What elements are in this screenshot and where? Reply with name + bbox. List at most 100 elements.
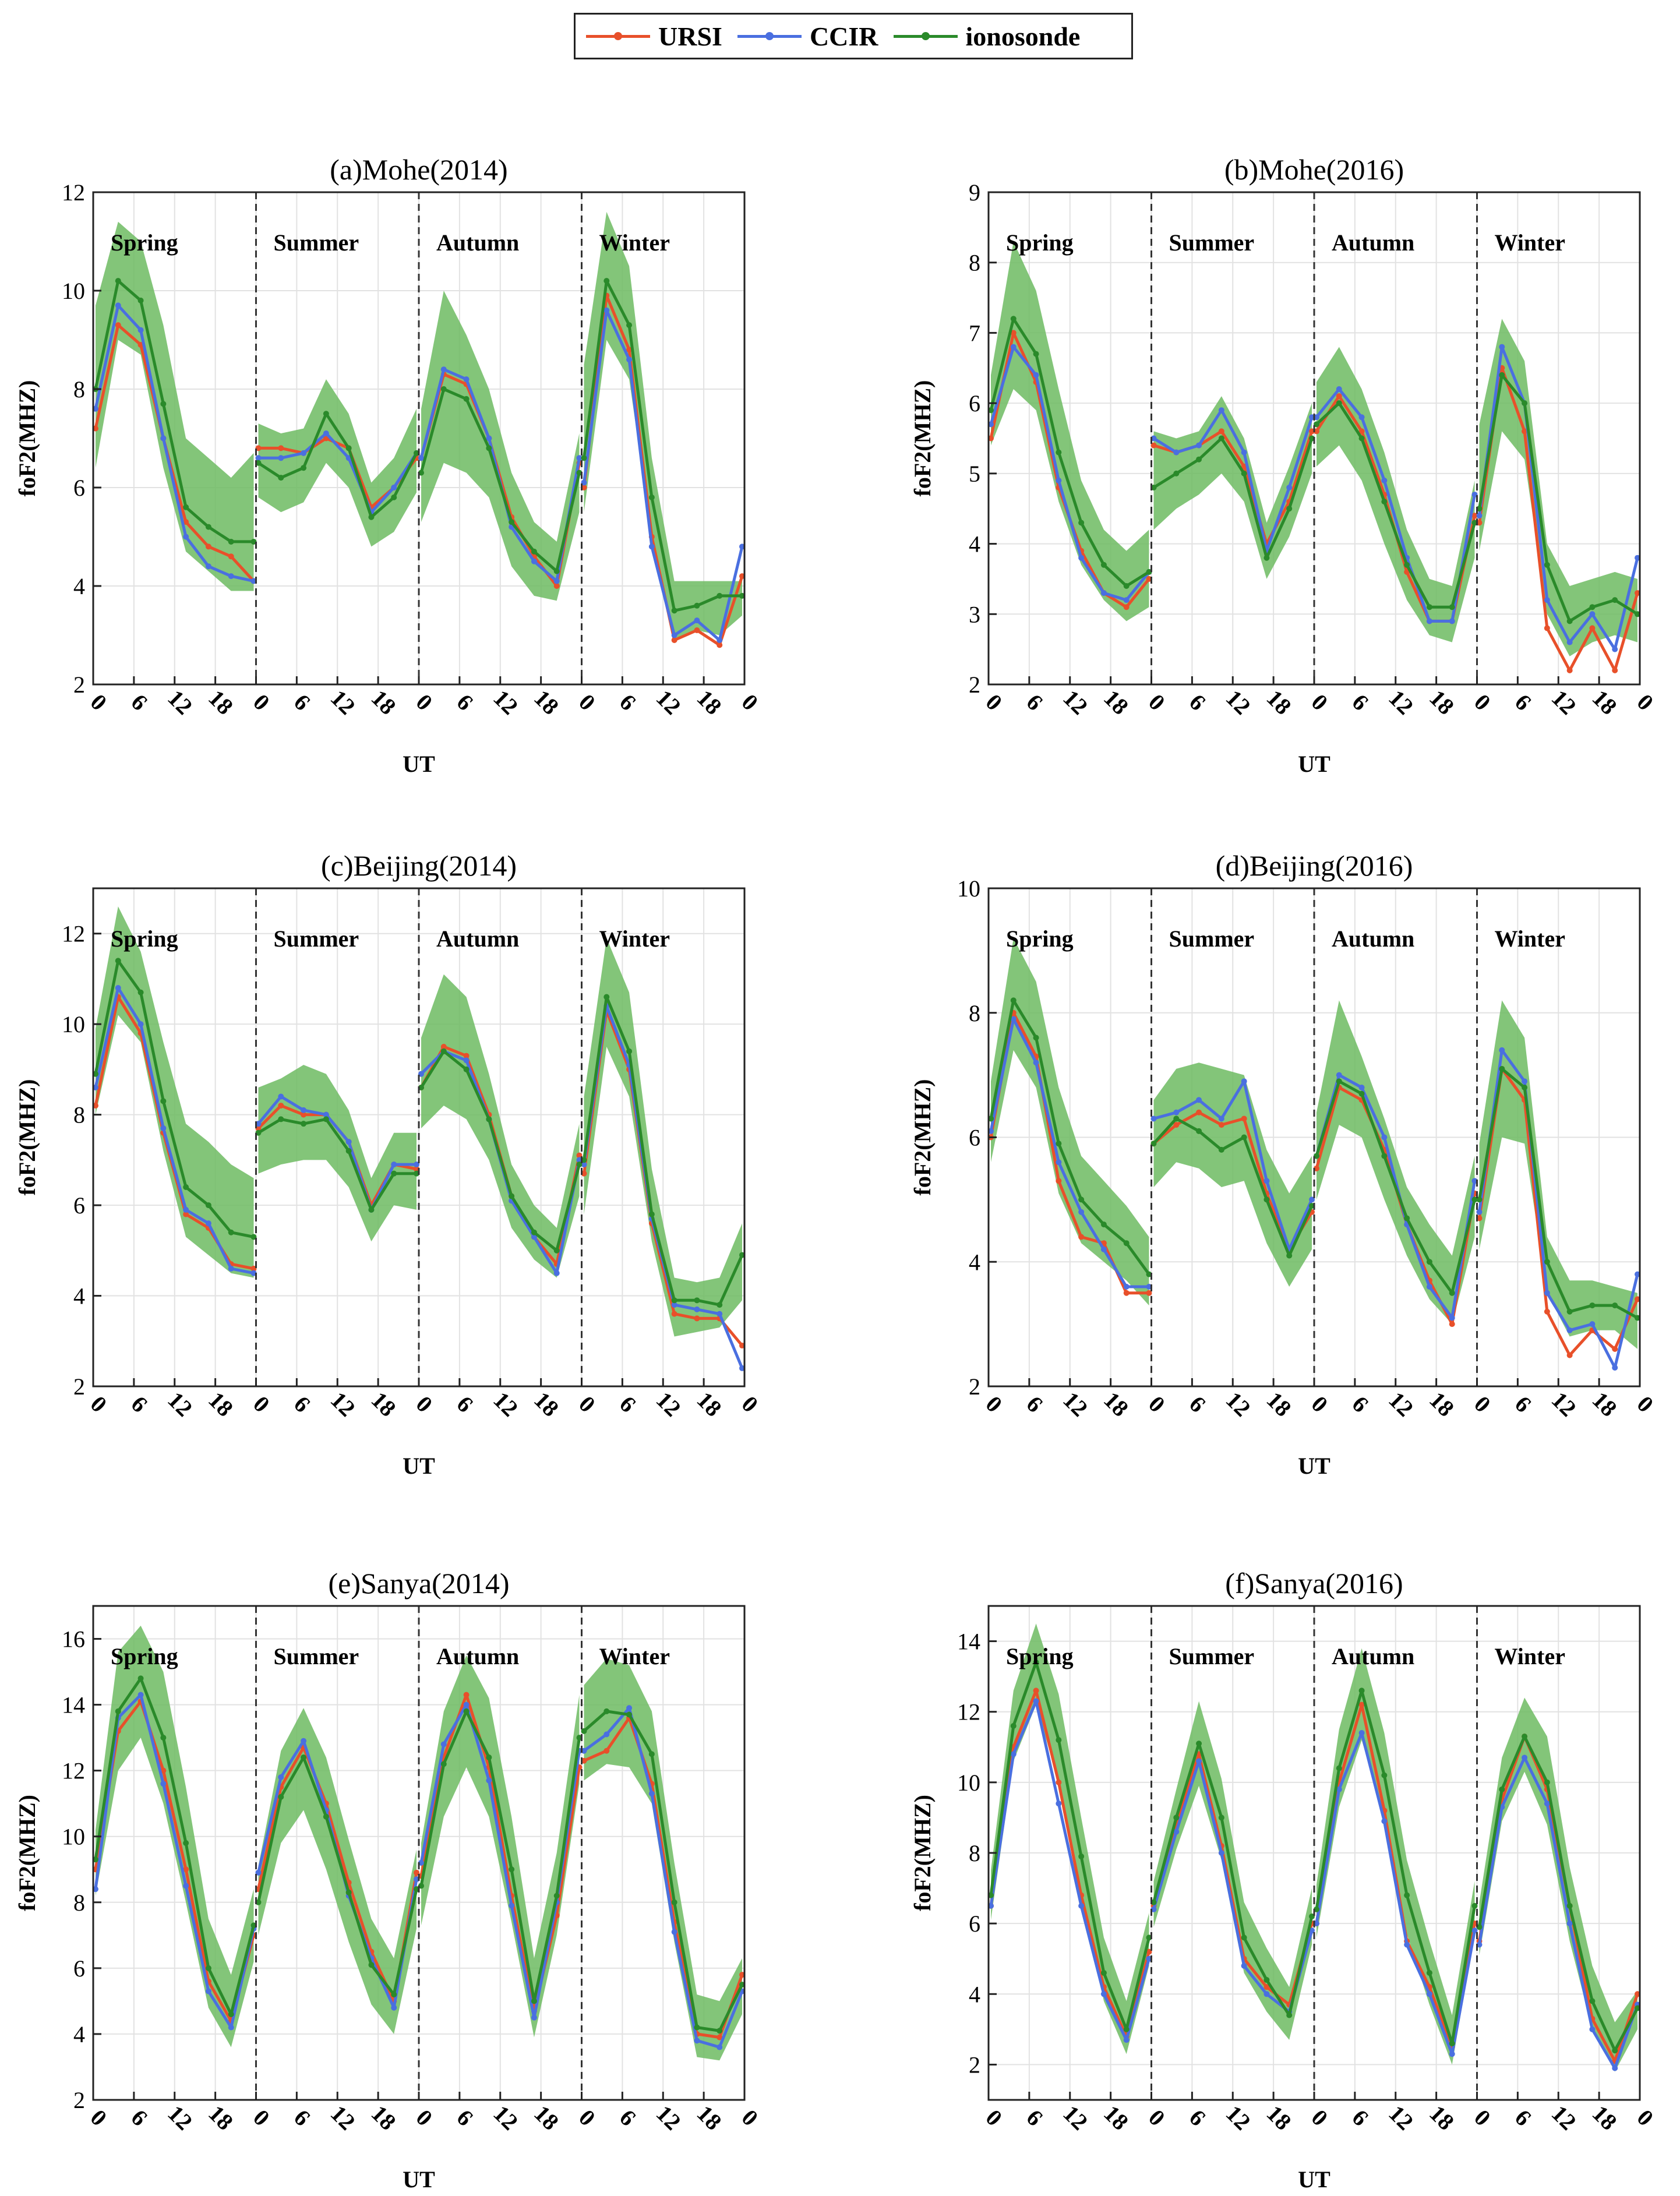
ccir-point: [626, 1705, 633, 1711]
ursi-point: [301, 1111, 307, 1118]
panel-title: (e)Sanya(2014): [329, 1567, 510, 1600]
ccir-point: [671, 1929, 677, 1935]
ionosonde-point: [1010, 997, 1017, 1004]
ccir-point: [1196, 442, 1202, 449]
ionosonde-point: [1123, 1240, 1130, 1247]
ionosonde-point: [1078, 520, 1085, 526]
season-label: Winter: [599, 1643, 670, 1669]
season-label: Winter: [1495, 230, 1565, 256]
ionosonde-point: [1218, 1146, 1224, 1153]
ccir-point: [1612, 646, 1618, 652]
x-tick-label: 6: [1021, 1390, 1048, 1417]
ccir-line: [583, 309, 744, 642]
y-axis-label: foF2(MHZ): [14, 380, 40, 497]
y-tick-label: 2: [969, 672, 980, 698]
ursi-point: [1544, 1308, 1550, 1315]
ionosonde-point: [1566, 1308, 1573, 1315]
x-tick-label: 0: [1469, 2104, 1496, 2131]
ccir-line: [1153, 408, 1314, 553]
y-tick-label: 7: [969, 320, 980, 346]
ionosonde-range-band: [991, 241, 1149, 622]
x-tick-label: 18: [1099, 684, 1134, 719]
ccir-point: [301, 1738, 307, 1744]
ccir-point: [255, 455, 262, 461]
x-tick-label: 12: [1383, 684, 1418, 719]
season-label: Summer: [274, 926, 359, 952]
y-tick-label: 6: [73, 475, 85, 501]
ccir-point: [228, 573, 234, 580]
x-axis-label: UT: [403, 2166, 435, 2193]
ursi-point: [603, 1747, 610, 1754]
ursi-point: [1056, 1178, 1062, 1184]
ionosonde-point: [1100, 1969, 1107, 1976]
x-tick-label: 12: [1058, 1386, 1093, 1421]
ccir-point: [1358, 414, 1365, 421]
ionosonde-point: [1196, 456, 1202, 462]
ionosonde-point: [1218, 1814, 1224, 1821]
y-tick-label: 8: [969, 250, 980, 276]
y-tick-label: 12: [62, 179, 85, 206]
ursi-point: [1123, 1290, 1130, 1296]
y-tick-label: 14: [62, 1692, 85, 1718]
ursi-point: [1123, 604, 1130, 610]
ionosonde-line: [1152, 1117, 1314, 1258]
season-label: Spring: [1006, 230, 1074, 256]
ionosonde-range-band: [421, 291, 580, 601]
ursi-point: [671, 1311, 677, 1317]
season-label: Summer: [1169, 230, 1255, 256]
season-label: Summer: [274, 230, 359, 256]
x-tick-label: 0: [1632, 2104, 1659, 2131]
ccir-point: [509, 1902, 515, 1909]
ccir-point: [137, 1021, 144, 1028]
ionosonde-point: [368, 1962, 375, 1968]
ionosonde-point: [115, 958, 121, 964]
season-label: Autumn: [1332, 1643, 1414, 1669]
ionosonde-line: [1315, 1689, 1476, 2045]
x-tick-label: 18: [1262, 1386, 1297, 1421]
ionosonde-line: [583, 995, 744, 1307]
ionosonde-point: [1336, 400, 1342, 407]
ccir-point: [1426, 618, 1432, 624]
x-tick-label: 12: [1221, 1386, 1256, 1421]
ursi-point: [278, 445, 284, 451]
x-tick-label: 18: [1587, 684, 1622, 719]
ccir-point: [183, 534, 189, 540]
x-tick-label: 0: [981, 1390, 1008, 1417]
x-tick-label: 6: [1021, 2104, 1048, 2131]
season-label: Summer: [274, 1643, 359, 1669]
y-tick-label: 4: [969, 1249, 980, 1275]
ionosonde-point: [603, 994, 610, 1000]
ionosonde-point: [1358, 1090, 1365, 1097]
ionosonde-point: [1033, 1659, 1039, 1665]
x-tick-label: 18: [692, 1386, 727, 1421]
ccir-point: [603, 1731, 610, 1738]
legend-item-ursi: URSI: [586, 21, 722, 52]
ccir-point: [1196, 1097, 1202, 1103]
ionosonde-point: [463, 1708, 470, 1714]
ursi-line: [583, 1716, 744, 2039]
ccir-point: [183, 1206, 189, 1213]
ionosonde-point: [1471, 1902, 1478, 1909]
y-tick-label: 8: [73, 1890, 85, 1916]
ccir-point: [1263, 1178, 1270, 1184]
x-tick-label: 0: [86, 689, 112, 715]
ccir-point: [1010, 1751, 1017, 1757]
ionosonde-point: [1241, 470, 1247, 476]
y-tick-label: 6: [73, 1955, 85, 1982]
ionosonde-point: [694, 1297, 700, 1304]
ursi-point: [1358, 1701, 1365, 1708]
ccir-point: [1589, 2026, 1596, 2032]
ccir-point: [301, 1107, 307, 1113]
x-tick-label: 0: [981, 2104, 1008, 2131]
x-tick-label: 12: [488, 684, 523, 719]
ionosonde-point: [278, 475, 284, 481]
ccir-point: [1010, 344, 1017, 350]
ccir-point: [1123, 2037, 1130, 2043]
y-tick-label: 10: [957, 875, 980, 902]
x-tick-label: 6: [126, 2104, 153, 2131]
ionosonde-point: [1544, 1779, 1550, 1785]
x-tick-label: 12: [651, 1386, 686, 1421]
legend-item-ionosonde: ionosonde: [893, 21, 1080, 52]
ionosonde-point: [463, 396, 470, 402]
